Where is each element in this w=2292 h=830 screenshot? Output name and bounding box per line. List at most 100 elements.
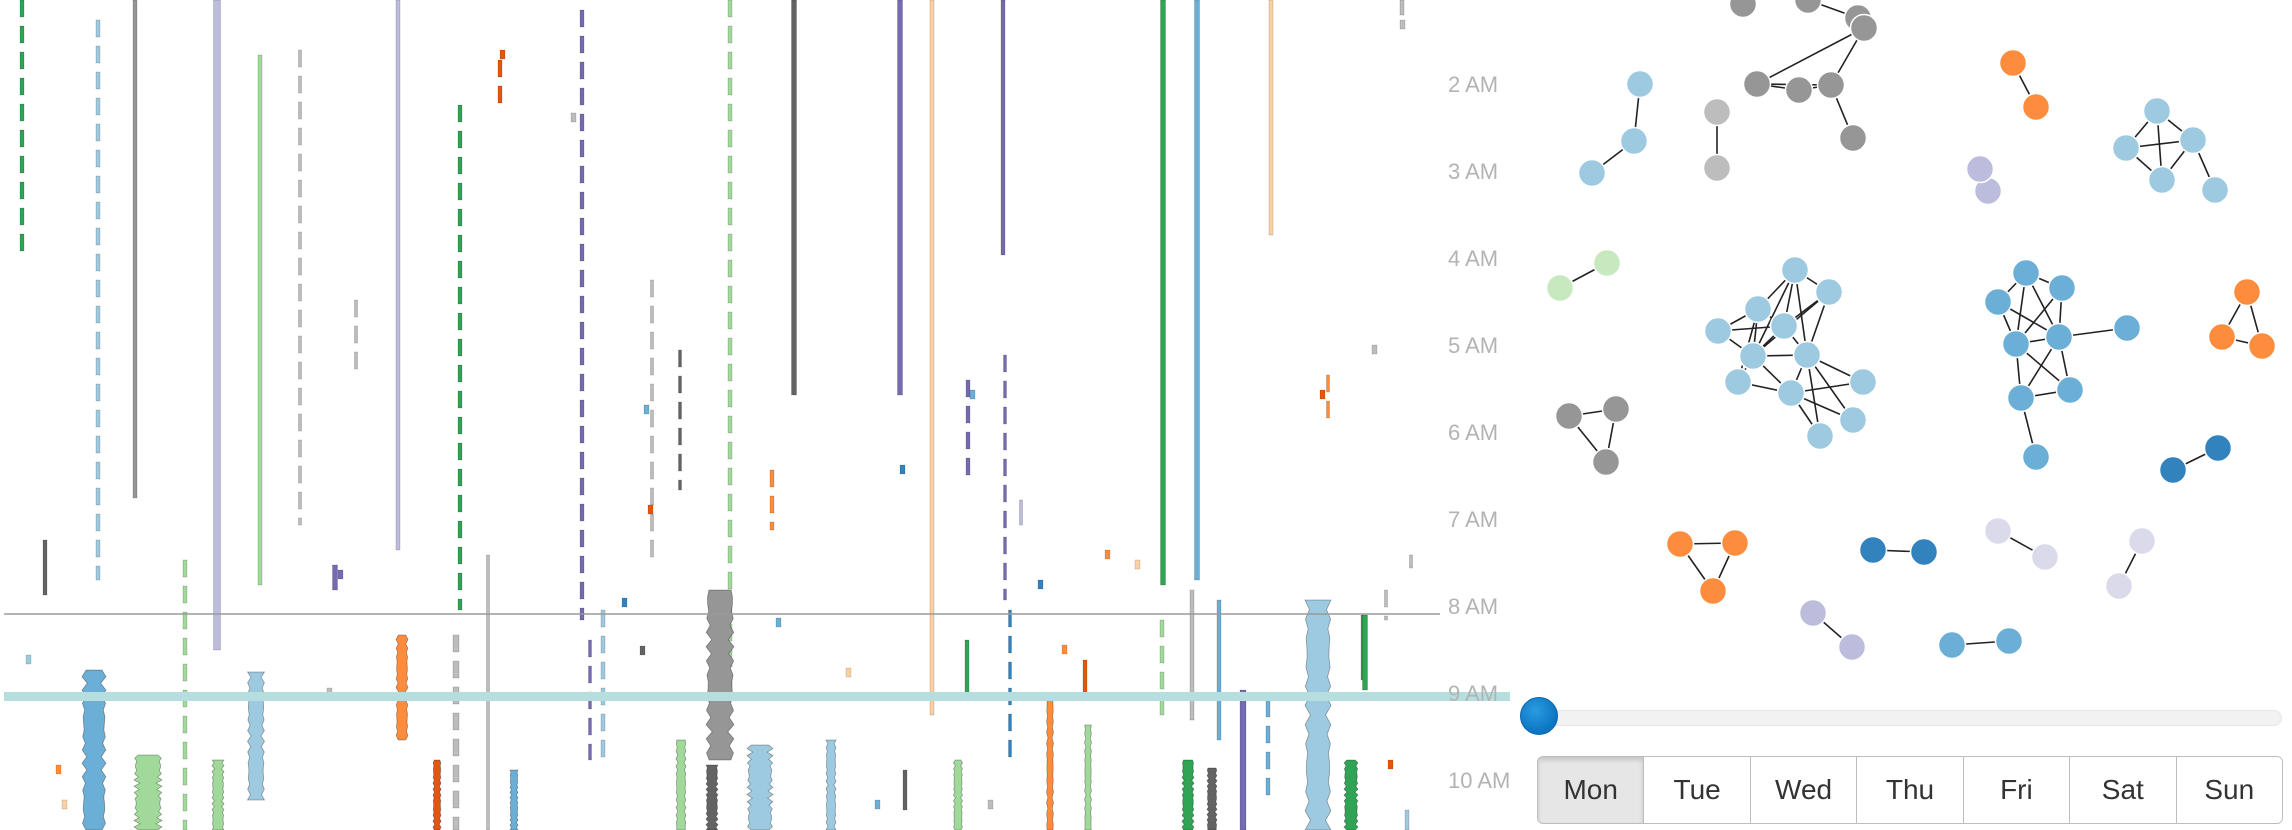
network-node[interactable] (1738, 341, 1768, 371)
network-node[interactable] (2127, 526, 2157, 556)
network-node[interactable] (1937, 630, 1967, 660)
network-node[interactable] (1814, 277, 1844, 307)
network-node[interactable] (1838, 123, 1868, 153)
activity-segment (1000, 0, 1006, 256)
network-node[interactable] (1592, 248, 1622, 278)
network-node[interactable] (1909, 537, 1939, 567)
day-button-tue[interactable]: Tue (1644, 757, 1751, 823)
network-node[interactable] (1838, 405, 1868, 435)
slider-handle[interactable] (1520, 697, 1558, 735)
activity-segment (332, 564, 338, 591)
network-node[interactable] (2001, 329, 2031, 359)
network-node[interactable] (1723, 367, 1753, 397)
network-node[interactable] (1769, 311, 1799, 341)
network-node[interactable] (1625, 69, 1655, 99)
activity-segment (727, 545, 733, 564)
day-button-thu[interactable]: Thu (1857, 757, 1964, 823)
network-node[interactable] (1601, 394, 1631, 424)
network-node[interactable] (1545, 273, 1575, 303)
network-node[interactable] (1805, 421, 1835, 451)
network-node[interactable] (1994, 626, 2024, 656)
network-node[interactable] (2055, 375, 2085, 405)
network-node[interactable] (2021, 442, 2051, 472)
network-node[interactable] (1784, 75, 1814, 105)
activity-segment (354, 299, 358, 318)
network-node[interactable] (1703, 316, 1733, 346)
network-node[interactable] (1965, 154, 1995, 184)
network-node[interactable] (1858, 535, 1888, 565)
network-node[interactable] (1816, 70, 1846, 100)
network-node[interactable] (1702, 97, 1732, 127)
network-node[interactable] (1793, 0, 1823, 15)
network-node[interactable] (1720, 528, 1750, 558)
activity-burst (1343, 759, 1359, 830)
network-node[interactable] (2178, 125, 2208, 155)
network-node[interactable] (2030, 542, 2060, 572)
network-node[interactable] (2247, 331, 2277, 361)
activity-segment (95, 435, 101, 454)
activity-segment (650, 539, 654, 558)
activity-segment (1008, 609, 1012, 628)
network-node[interactable] (2142, 96, 2172, 126)
network-node[interactable] (1591, 447, 1621, 477)
network-node[interactable] (1983, 287, 2013, 317)
activity-segment (650, 461, 654, 480)
activity-speck (1134, 559, 1141, 570)
activity-segment (1326, 374, 1330, 393)
network-node[interactable] (2044, 322, 2074, 352)
network-node[interactable] (1849, 13, 1879, 43)
activity-segment (95, 383, 101, 402)
activity-segment (1159, 619, 1165, 638)
network-node[interactable] (1554, 401, 1584, 431)
network-node[interactable] (2207, 322, 2237, 352)
activity-segment (1362, 614, 1368, 691)
network-node[interactable] (1619, 126, 1649, 156)
day-button-wed[interactable]: Wed (1750, 757, 1858, 823)
network-node[interactable] (2111, 133, 2141, 163)
network-node[interactable] (2232, 277, 2262, 307)
network-nodes (1545, 0, 2277, 662)
activity-segment (769, 469, 775, 488)
network-node[interactable] (1998, 48, 2028, 78)
network-node[interactable] (2158, 455, 2188, 485)
day-button-sun[interactable]: Sun (2176, 757, 2282, 823)
time-slider[interactable] (1520, 697, 2282, 735)
network-node[interactable] (1743, 294, 1773, 324)
network-node[interactable] (1577, 158, 1607, 188)
activity-segment (727, 441, 733, 460)
network-node[interactable] (1837, 632, 1867, 662)
activity-segment (1326, 400, 1330, 419)
network-node[interactable] (1780, 255, 1810, 285)
day-button-mon[interactable]: Mon (1538, 757, 1645, 823)
network-node[interactable] (2203, 433, 2233, 463)
activity-segment (1003, 588, 1007, 601)
activity-segment (727, 129, 733, 148)
activity-segment (650, 513, 654, 532)
network-node[interactable] (1792, 340, 1822, 370)
activity-segment (298, 335, 302, 354)
network-node[interactable] (2047, 273, 2077, 303)
network-node[interactable] (2104, 571, 2134, 601)
network-node[interactable] (1776, 378, 1806, 408)
activity-segment (298, 49, 302, 68)
network-node[interactable] (1983, 516, 2013, 546)
network-node[interactable] (1702, 153, 1732, 183)
network-node[interactable] (1728, 0, 1758, 19)
network-node[interactable] (2147, 165, 2177, 195)
network-node[interactable] (1698, 576, 1728, 606)
network-node[interactable] (1742, 69, 1772, 99)
activity-segment (1003, 562, 1007, 581)
network-node[interactable] (2112, 313, 2142, 343)
network-node[interactable] (1848, 367, 1878, 397)
network-node[interactable] (2011, 258, 2041, 288)
slider-track[interactable] (1534, 710, 2282, 726)
day-button-fri[interactable]: Fri (1963, 757, 2071, 823)
network-node[interactable] (2021, 92, 2051, 122)
activity-segment (579, 477, 585, 496)
day-button-sat[interactable]: Sat (2070, 757, 2177, 823)
activity-segment (182, 819, 188, 830)
network-node[interactable] (1798, 598, 1828, 628)
network-node[interactable] (1665, 529, 1695, 559)
network-node[interactable] (2006, 383, 2036, 413)
network-node[interactable] (2200, 175, 2230, 205)
